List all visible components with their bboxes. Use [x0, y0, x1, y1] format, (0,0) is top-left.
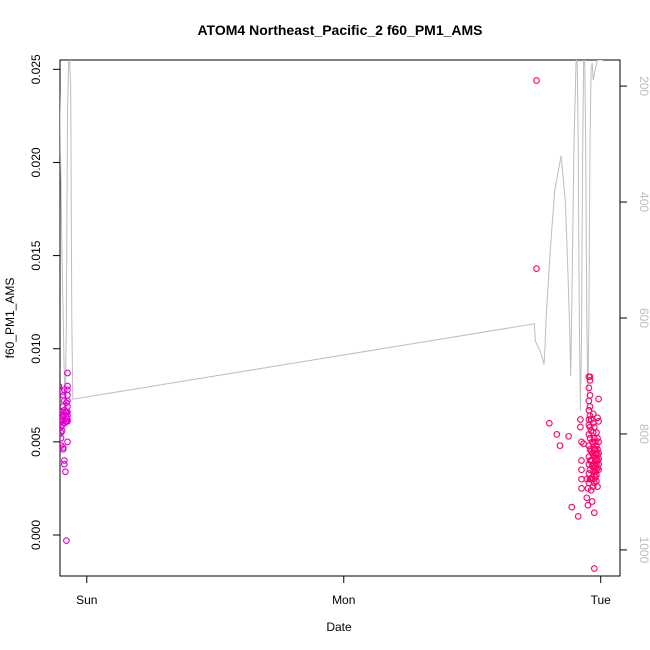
x-tick-label: Sun	[76, 593, 97, 607]
data-point	[587, 416, 595, 423]
y-tick-label: 0.000	[29, 520, 43, 550]
data-point	[594, 414, 601, 422]
data-point	[60, 382, 63, 390]
y2-tick-label: 400	[637, 192, 650, 212]
data-point	[586, 403, 594, 410]
data-point	[586, 423, 594, 431]
data-point	[565, 432, 572, 440]
data-point	[590, 565, 598, 572]
data-point	[60, 425, 63, 432]
data-point	[63, 537, 70, 544]
y-axis-label: f60_PM1_AMS	[3, 278, 17, 359]
data-point	[577, 416, 584, 423]
series-layer	[60, 60, 603, 572]
data-point	[533, 77, 540, 84]
data-point	[590, 509, 598, 517]
data-point	[594, 483, 601, 490]
data-point	[586, 391, 594, 399]
data-point	[589, 483, 597, 490]
data-point	[578, 485, 585, 492]
data-point	[586, 377, 594, 384]
x-axis: Sun Mon Tue	[76, 575, 612, 607]
data-point	[60, 427, 66, 435]
data-point	[578, 466, 585, 474]
data-point	[584, 501, 592, 509]
data-point	[64, 418, 71, 425]
y-tick-label: 0.025	[29, 54, 43, 84]
data-point	[589, 410, 597, 418]
data-point	[595, 418, 602, 425]
altitude-line	[60, 60, 603, 411]
y-tick-label: 0.010	[29, 333, 43, 363]
data-point	[533, 265, 540, 272]
data-point	[583, 494, 591, 502]
data-point	[586, 373, 594, 381]
y-tick-label: 0.020	[29, 147, 43, 177]
series-group	[60, 60, 603, 572]
data-point	[64, 438, 71, 446]
data-point	[64, 408, 71, 416]
y2-axis: 200 400 600 800 1000	[619, 76, 650, 564]
data-point	[595, 466, 602, 474]
data-point	[574, 513, 582, 520]
x-axis-label: Date	[326, 620, 352, 634]
data-point	[64, 382, 71, 390]
data-point	[595, 438, 602, 446]
data-point	[556, 442, 564, 449]
data-point	[60, 460, 68, 468]
data-point	[590, 434, 598, 442]
data-point	[60, 445, 67, 453]
data-point	[577, 423, 584, 431]
data-point	[60, 431, 63, 438]
chart-title: ATOM4 Northeast_Pacific_2 f60_PM1_AMS	[197, 22, 482, 38]
data-point	[553, 431, 561, 438]
data-point	[568, 503, 576, 511]
data-point	[578, 438, 585, 446]
data-point	[60, 442, 65, 449]
y2-tick-label: 1000	[637, 537, 650, 564]
data-point	[578, 457, 585, 464]
data-point	[64, 369, 71, 377]
data-point	[588, 498, 596, 505]
data-point	[595, 395, 602, 403]
data-point	[60, 457, 68, 464]
data-point	[590, 423, 598, 431]
data-point	[64, 416, 71, 423]
y2-tick-label: 800	[637, 424, 650, 444]
data-point	[60, 434, 65, 442]
data-point	[585, 384, 593, 392]
data-point	[60, 397, 68, 405]
data-point	[545, 419, 553, 427]
y2-tick-label: 600	[637, 308, 650, 328]
x-tick-label: Mon	[332, 593, 355, 607]
data-point	[592, 438, 599, 446]
y-tick-label: 0.005	[29, 427, 43, 457]
data-point	[62, 468, 69, 476]
y-tick-label: 0.015	[29, 240, 43, 270]
data-point	[587, 486, 595, 494]
y2-tick-label: 200	[637, 76, 650, 96]
data-point	[594, 434, 601, 442]
x-tick-label: Tue	[591, 593, 612, 607]
